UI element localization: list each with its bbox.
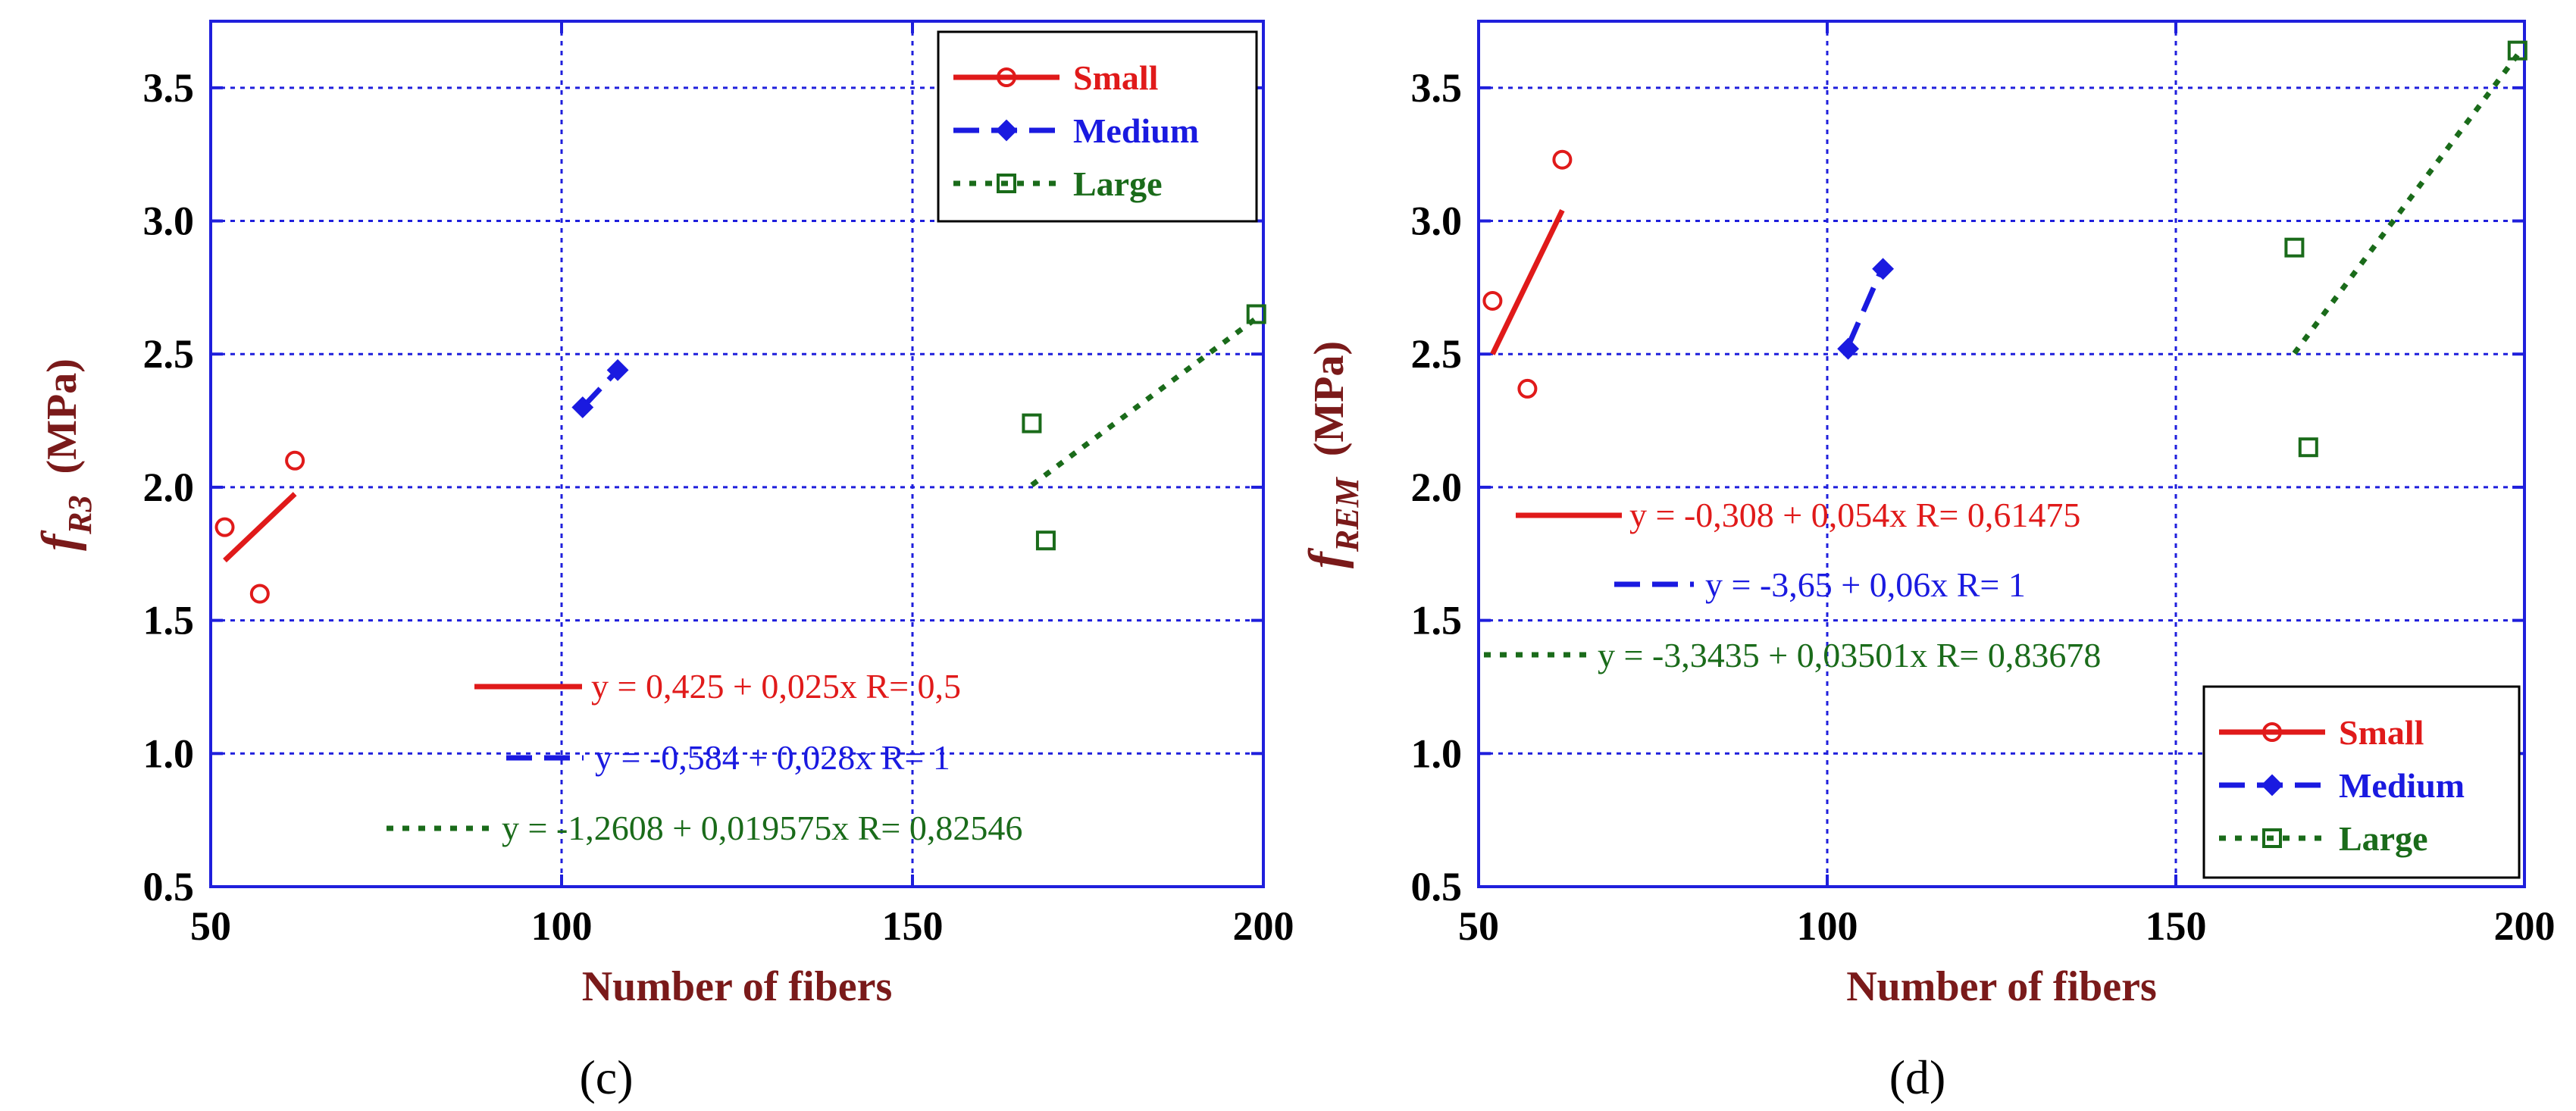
legend-marker-large: [2262, 828, 2282, 848]
legend-label-large: Large: [2339, 819, 2428, 858]
data-point-medium: [606, 358, 629, 381]
data-point-large: [1022, 413, 1042, 433]
y-axis-unit: (MPa): [1306, 341, 1353, 456]
y-tick-label: 3.5: [143, 65, 195, 111]
y-tick-label: 1.0: [143, 731, 195, 776]
equation-large: y = -1,2608 + 0,019575x R= 0,82546: [502, 809, 1022, 847]
data-point-large: [1246, 304, 1266, 324]
y-tick-label: 2.0: [1411, 465, 1463, 510]
equation-medium: y = -0,584 + 0,028x R= 1: [595, 738, 950, 777]
legend-box: [2202, 685, 2521, 879]
y-tick-label: 3.0: [143, 199, 195, 244]
fit-line-medium: [1845, 264, 1886, 348]
panel-caption: (c): [579, 1050, 633, 1104]
data-point-medium: [1872, 258, 1895, 280]
equation-small: y = 0,425 + 0,025x R= 0,5: [591, 667, 961, 706]
series-large: [1022, 304, 1266, 551]
y-axis-subscript: R3: [61, 496, 99, 535]
y-tick-label: 2.5: [143, 331, 195, 377]
x-tick-label: 200: [2494, 903, 2556, 949]
equation-large: y = -3,3435 + 0,03501x R= 0,83678: [1598, 636, 2101, 674]
fit-line-small: [223, 492, 297, 563]
legend-box: [937, 30, 1258, 223]
x-tick-label: 150: [2146, 903, 2207, 949]
series-small: [214, 450, 305, 604]
y-tick-label: 3.5: [1411, 65, 1463, 111]
legend-marker-medium: [2261, 774, 2283, 796]
fit-line-large: [1030, 316, 1258, 487]
data-point-medium: [571, 396, 594, 418]
data-point-small: [214, 517, 235, 537]
data-point-small: [285, 450, 305, 471]
y-axis-label: fREM(MPa): [1299, 341, 1366, 568]
panel-caption: (d): [1889, 1050, 1946, 1104]
legend-marker-medium: [995, 119, 1018, 142]
series-medium: [1837, 258, 1895, 360]
legend-marker-small: [997, 67, 1016, 87]
legend-label-small: Small: [1073, 58, 1158, 97]
legend-label-medium: Medium: [1073, 111, 1199, 150]
legend-label-large: Large: [1073, 164, 1163, 203]
data-point-small: [1482, 290, 1503, 311]
legend-marker-small: [2262, 722, 2282, 742]
legend-marker-large: [997, 174, 1016, 193]
x-axis-label: Number of fibers: [1846, 963, 2157, 1010]
y-tick-label: 2.0: [143, 465, 195, 510]
y-tick-label: 1.0: [1411, 731, 1463, 776]
chart-panel-1: 50 100 150 200 0.5 1.0 1.5 2.0 2.5 3.0 3.5 Number o…: [32, 20, 1294, 1104]
y-tick-label: 1.5: [143, 598, 195, 643]
legend: Small Medium Large: [2202, 685, 2521, 879]
data-point-small: [1552, 149, 1573, 170]
ticks: 50 100 150 200 0.5 1.0 1.5 2.0 2.5 3.0 3.5: [143, 21, 1294, 949]
y-tick-label: 3.0: [1411, 199, 1463, 244]
data-point-medium: [1837, 337, 1860, 360]
data-point-large: [1035, 530, 1056, 551]
plot-frame: [1477, 20, 2526, 888]
fit-line-medium: [581, 368, 620, 409]
y-tick-label: 1.5: [1411, 598, 1463, 643]
legend-label-medium: Medium: [2339, 766, 2465, 805]
series-small: [1482, 149, 1573, 399]
y-tick-label: 2.5: [1411, 331, 1463, 377]
y-axis-label: fR3(MPa): [32, 358, 99, 551]
equation-small: y = -0,308 + 0,054x R= 0,61475: [1629, 496, 2080, 534]
data-point-large: [2284, 237, 2305, 258]
plot-frame: [209, 20, 1265, 888]
data-point-large: [2507, 40, 2527, 61]
series-medium: [571, 358, 629, 418]
y-tick-label: 0.5: [143, 864, 195, 909]
x-axis-label: Number of fibers: [582, 963, 893, 1010]
series-large: [2284, 40, 2527, 458]
data-point-small: [249, 584, 270, 604]
data-point-large: [2298, 437, 2318, 458]
y-axis-unit: (MPa): [39, 358, 86, 474]
x-tick-label: 50: [190, 903, 231, 949]
x-tick-label: 50: [1458, 903, 1499, 949]
legend-label-small: Small: [2339, 713, 2424, 752]
y-axis-subscript: REM: [1329, 476, 1366, 552]
fit-line-small: [1490, 208, 1565, 355]
x-tick-label: 100: [531, 903, 593, 949]
fit-line-large: [2292, 53, 2520, 355]
chart-panel-2: 50 100 150 200 0.5 1.0 1.5 2.0 2.5 3.0 3.5 Number o…: [1299, 20, 2556, 1104]
legend: Small Medium Large: [937, 30, 1258, 223]
x-tick-label: 100: [1797, 903, 1858, 949]
x-tick-label: 150: [882, 903, 944, 949]
equation-medium: y = -3,65 + 0,06x R= 1: [1705, 565, 2026, 604]
data-point-small: [1517, 378, 1538, 399]
y-tick-label: 0.5: [1411, 864, 1463, 909]
x-tick-label: 200: [1233, 903, 1294, 949]
